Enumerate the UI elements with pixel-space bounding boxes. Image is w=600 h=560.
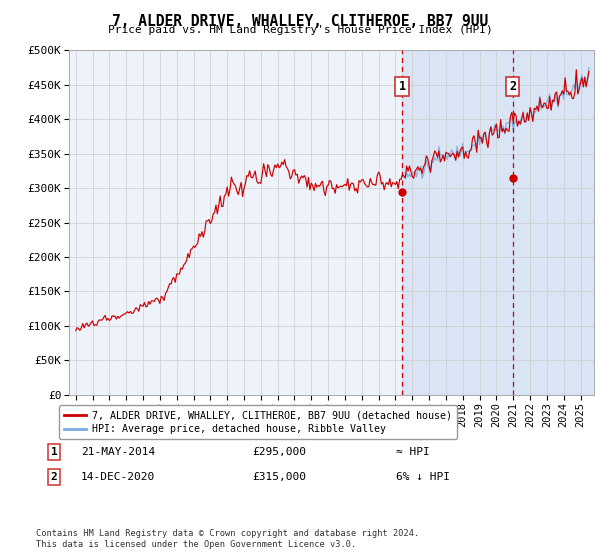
- Legend: 7, ALDER DRIVE, WHALLEY, CLITHEROE, BB7 9UU (detached house), HPI: Average price: 7, ALDER DRIVE, WHALLEY, CLITHEROE, BB7 …: [59, 405, 457, 440]
- Text: 14-DEC-2020: 14-DEC-2020: [81, 472, 155, 482]
- Text: ≈ HPI: ≈ HPI: [396, 447, 430, 457]
- Text: 2: 2: [509, 80, 516, 93]
- Text: Price paid vs. HM Land Registry's House Price Index (HPI): Price paid vs. HM Land Registry's House …: [107, 25, 493, 35]
- Text: 1: 1: [50, 447, 58, 457]
- Text: 21-MAY-2014: 21-MAY-2014: [81, 447, 155, 457]
- Text: 6% ↓ HPI: 6% ↓ HPI: [396, 472, 450, 482]
- Text: £315,000: £315,000: [252, 472, 306, 482]
- Text: Contains HM Land Registry data © Crown copyright and database right 2024.
This d: Contains HM Land Registry data © Crown c…: [36, 529, 419, 549]
- Text: 2: 2: [50, 472, 58, 482]
- Text: 7, ALDER DRIVE, WHALLEY, CLITHEROE, BB7 9UU: 7, ALDER DRIVE, WHALLEY, CLITHEROE, BB7 …: [112, 14, 488, 29]
- Bar: [402, 50, 600, 395]
- Text: £295,000: £295,000: [252, 447, 306, 457]
- Text: 1: 1: [398, 80, 406, 93]
